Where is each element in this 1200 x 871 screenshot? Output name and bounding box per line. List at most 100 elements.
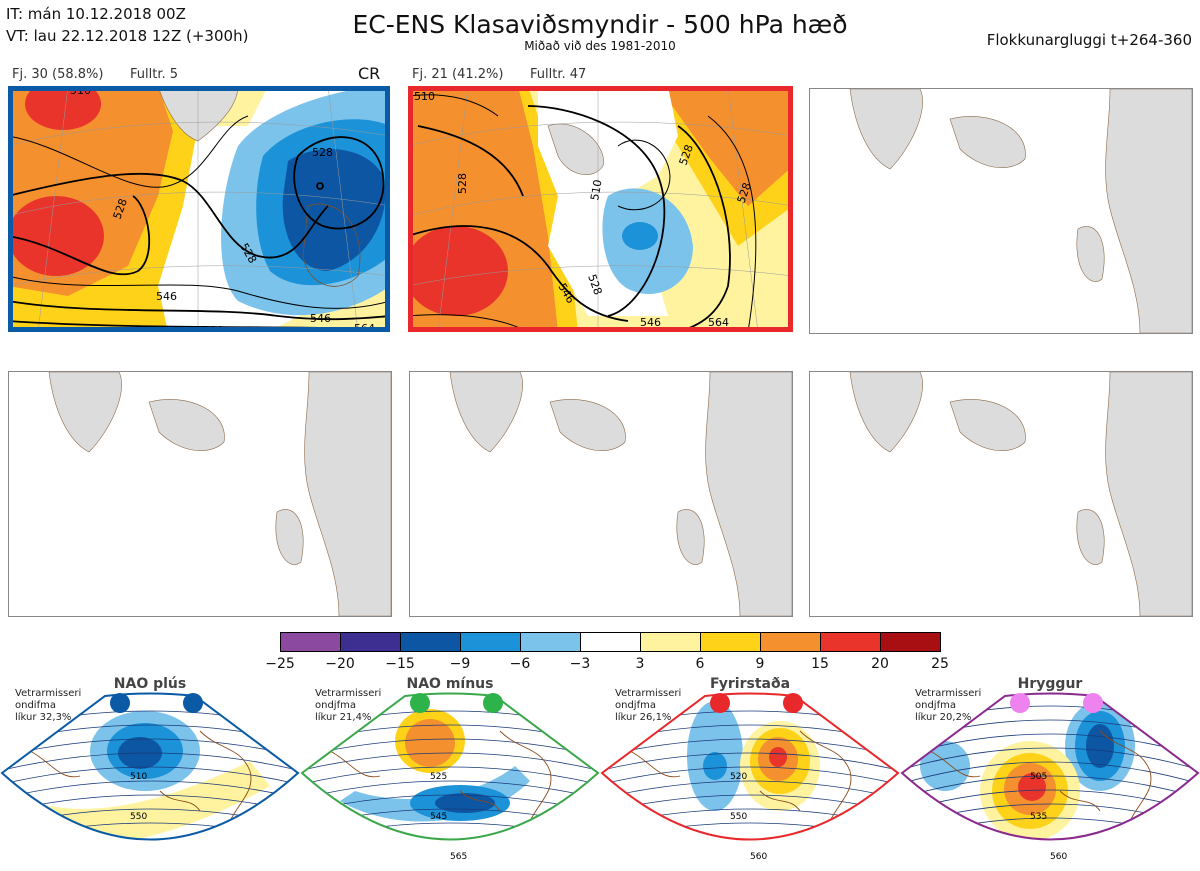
- colorbar-cell: [880, 632, 941, 652]
- anomaly-warm-15: [408, 226, 508, 316]
- height-contour: [2, 780, 298, 802]
- panel2-rep: Fulltr. 47: [530, 67, 587, 82]
- colorbar-tick-label: −3: [569, 656, 591, 672]
- coastline: [929, 730, 1152, 822]
- regime-caption-line: líkur 20,2%: [915, 712, 972, 723]
- regime-map[interactable]: 520 550 560: [600, 691, 900, 871]
- regime-contour-label: 520: [730, 772, 747, 782]
- regime-marker-dot: [710, 693, 730, 713]
- regime-caption-line: Vetrarmisseri: [15, 688, 82, 699]
- regime-contour-label: 525: [430, 772, 447, 782]
- regime-caption-line: líkur 21,4%: [315, 712, 372, 723]
- contour-label: 510: [414, 90, 435, 103]
- window-label: Flokkunargluggi t+264-360: [986, 31, 1192, 49]
- height-contour: [2, 752, 298, 774]
- regime-contour-label: 535: [1030, 812, 1047, 822]
- regime-caption-line: Vetrarmisseri: [615, 688, 682, 699]
- regime-caption-line: ondjfma: [915, 700, 956, 711]
- regime-contour-label: 560: [750, 852, 767, 862]
- colorbar-tick-label: 20: [871, 656, 889, 672]
- colorbar-cell: [340, 632, 401, 652]
- colorbar-tick-label: 25: [931, 656, 949, 672]
- contour-label: 546: [640, 316, 661, 329]
- anomaly-warm-15: [769, 747, 787, 767]
- cluster-map-6[interactable]: [809, 371, 1193, 617]
- cluster-map-2[interactable]: 510 528 528 528 546 528 546 564 510: [408, 86, 793, 332]
- regime-map[interactable]: 505 535 560: [900, 691, 1200, 871]
- empty-map-4: [48, 372, 391, 616]
- height-contour: [602, 752, 898, 774]
- regime-name: Fyrirstaða: [709, 676, 791, 692]
- regime-caption-line: Vetrarmisseri: [915, 688, 982, 699]
- regime-marker-dot: [183, 693, 203, 713]
- colorbar-tick-label: 15: [811, 656, 829, 672]
- colorbar-tick-label: −15: [385, 656, 415, 672]
- height-contours: [8, 115, 390, 330]
- cluster-map-1[interactable]: 510 528 528 528 546 546 564 564: [8, 86, 390, 332]
- regime-marker-dot: [783, 693, 803, 713]
- empty-map-6: [849, 372, 1192, 616]
- panel2-count: Fj. 21 (41.2%): [412, 67, 504, 82]
- colorbar-tick-label: −20: [325, 656, 355, 672]
- anomaly-warm-9: [405, 719, 455, 767]
- contour-label: 546: [156, 290, 177, 303]
- contour-label: 546: [310, 312, 331, 325]
- anomaly-cold-6: [622, 222, 658, 250]
- cluster-map-2-svg: 510 528 528 528 546 528 546 564 510: [408, 86, 793, 332]
- empty-map-5: [449, 372, 792, 616]
- colorbar-cell: [700, 632, 761, 652]
- regime-contour-label: 550: [130, 812, 147, 822]
- cluster-map-4[interactable]: [8, 371, 392, 617]
- regime-marker-dot: [110, 693, 130, 713]
- anomaly-cold-6: [703, 752, 727, 780]
- regime-marker-dot: [1010, 693, 1030, 713]
- anomaly-cold-3: [920, 741, 970, 791]
- cluster-map-1-svg: 510 528 528 528 546 546 564 564: [8, 86, 390, 332]
- anomaly-cold-9: [1086, 724, 1114, 768]
- regime-marker-dot: [1083, 693, 1103, 713]
- colorbar-tick-label: 6: [695, 656, 705, 672]
- cluster-map-5[interactable]: [409, 371, 793, 617]
- regime-outline: [300, 692, 600, 841]
- colorbar-tick-label: 3: [635, 656, 645, 672]
- cluster-map-3[interactable]: [809, 88, 1193, 334]
- regime-contour-label: 505: [1030, 772, 1047, 782]
- page-subtitle: Miðað við des 1981-2010: [524, 39, 676, 53]
- valid-time: VT: lau 22.12.2018 12Z (+300h): [6, 27, 249, 45]
- panel1-count: Fj. 30 (58.8%): [12, 67, 104, 82]
- colorbar-tick-label: 9: [755, 656, 765, 672]
- regime-caption-line: ondjfma: [315, 700, 356, 711]
- regime-marker-dot: [483, 693, 503, 713]
- anomaly-cold-9: [282, 149, 386, 271]
- colorbar-cell: [820, 632, 881, 652]
- regime-contour-label: 550: [730, 812, 747, 822]
- height-contours: [408, 94, 757, 332]
- height-contour: [902, 775, 1198, 802]
- height-contour: [602, 766, 898, 788]
- contour-label: 564: [708, 316, 729, 329]
- regime-map[interactable]: 510 550: [0, 691, 300, 871]
- coastline: [29, 730, 252, 822]
- regime-outline: [0, 692, 300, 841]
- height-contour: [902, 747, 1198, 774]
- regime-map[interactable]: 525 545 565: [300, 691, 600, 871]
- init-time: IT: mán 10.12.2018 00Z: [6, 5, 186, 23]
- anomaly-warm-3b: [268, 266, 390, 332]
- regime-caption-line: líkur 32,3%: [15, 712, 72, 723]
- contour-label: 510: [588, 179, 604, 202]
- anomaly-warm-15b: [25, 86, 101, 130]
- regime-outline: [600, 692, 900, 841]
- colorbar-cell: [640, 632, 701, 652]
- colorbar-cell: [520, 632, 581, 652]
- colorbar-tick-label: −6: [509, 656, 531, 672]
- contour-label: 510: [70, 86, 91, 97]
- coastline: [629, 730, 852, 822]
- height-contour: [302, 780, 598, 802]
- anomaly-cold-9: [435, 793, 495, 813]
- colorbar-cell: [760, 632, 821, 652]
- colorbar-cell: [400, 632, 461, 652]
- colorbar-cell: [280, 632, 341, 652]
- colorbar-cell: [460, 632, 521, 652]
- page-title: EC-ENS Klasaviðsmyndir - 500 hPa hæð: [352, 10, 848, 39]
- greenland-land: [547, 123, 604, 175]
